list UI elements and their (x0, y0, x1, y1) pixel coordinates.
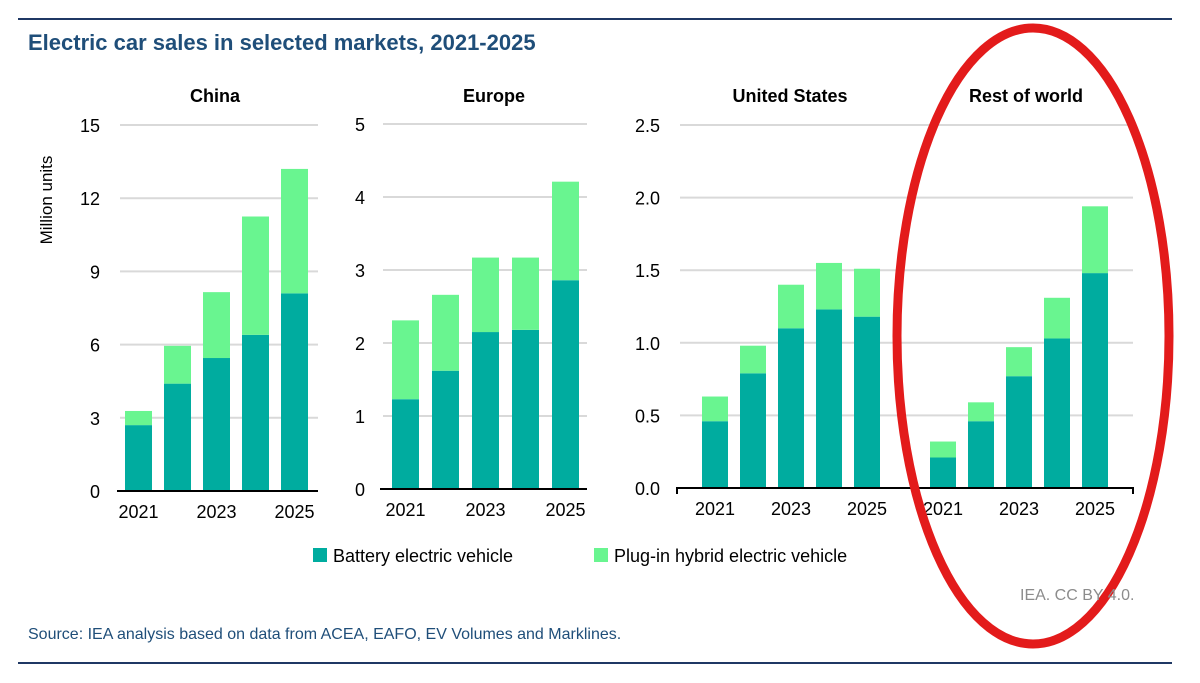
y-tick-label: 0 (355, 480, 365, 500)
bev-bar (552, 280, 579, 489)
phev-bar (203, 292, 230, 359)
legend-label-bev: Battery electric vehicle (333, 546, 513, 566)
phev-bar (472, 257, 499, 333)
bottom-rule (18, 662, 1172, 664)
phev-bar (702, 396, 728, 422)
y-tick-label: 0.5 (635, 406, 660, 426)
x-tick-label: 2023 (999, 499, 1039, 519)
y-tick-label: 0 (90, 482, 100, 502)
x-tick-label: 2025 (274, 502, 314, 522)
y-tick-label: 2.5 (635, 116, 660, 136)
source-text: Source: IEA analysis based on data from … (28, 626, 622, 643)
bev-bar (968, 421, 994, 488)
phev-bar (778, 284, 804, 329)
bev-bar (930, 457, 956, 488)
phev-bar (125, 410, 152, 426)
bev-bar (242, 334, 269, 491)
phev-bar (512, 257, 539, 330)
x-tick-label: 2025 (847, 499, 887, 519)
y-tick-label: 0.0 (635, 479, 660, 499)
y-tick-label: 3 (90, 409, 100, 429)
panel-title: China (190, 86, 241, 106)
y-tick-label: 2.0 (635, 189, 660, 209)
phev-bar (740, 345, 766, 374)
legend-swatch-phev (594, 548, 608, 562)
phev-bar (164, 345, 191, 384)
bev-bar (392, 399, 419, 489)
x-tick-label: 2023 (771, 499, 811, 519)
legend-label-phev: Plug-in hybrid electric vehicle (614, 546, 847, 566)
phev-bar (968, 402, 994, 422)
phev-bar (1044, 297, 1070, 339)
bev-bar (702, 421, 728, 488)
bev-bar (1044, 338, 1070, 488)
bev-bar (740, 373, 766, 488)
x-tick-label: 2021 (923, 499, 963, 519)
phev-bar (392, 320, 419, 400)
legend-swatch-bev (313, 548, 327, 562)
bev-bar (472, 332, 499, 489)
y-tick-label: 1.0 (635, 334, 660, 354)
chart-title: Electric car sales in selected markets, … (28, 30, 536, 55)
panel-title: United States (732, 86, 847, 106)
x-tick-label: 2021 (118, 502, 158, 522)
panel-title: Rest of world (969, 86, 1083, 106)
bev-bar (432, 370, 459, 489)
bev-bar (854, 316, 880, 488)
phev-bar (930, 441, 956, 458)
bev-bar (512, 329, 539, 489)
panel-title: Europe (463, 86, 525, 106)
y-tick-label: 1 (355, 407, 365, 427)
x-tick-label: 2021 (385, 500, 425, 520)
annotation-ellipse (892, 23, 1174, 649)
phev-bar (816, 262, 842, 310)
bev-bar (125, 425, 152, 491)
y-tick-label: 15 (80, 116, 100, 136)
bev-bar (1006, 376, 1032, 488)
bev-bar (778, 328, 804, 488)
y-tick-label: 4 (355, 188, 365, 208)
x-tick-label: 2021 (695, 499, 735, 519)
y-axis-label: Million units (37, 156, 56, 245)
x-tick-label: 2023 (465, 500, 505, 520)
phev-bar (281, 168, 308, 294)
y-tick-label: 1.5 (635, 261, 660, 281)
bev-bar (1082, 273, 1108, 488)
y-tick-label: 2 (355, 334, 365, 354)
bev-bar (203, 358, 230, 491)
y-tick-label: 12 (80, 189, 100, 209)
phev-bar (242, 216, 269, 335)
phev-bar (552, 181, 579, 281)
x-tick-label: 2025 (545, 500, 585, 520)
phev-bar (432, 294, 459, 371)
top-rule (18, 18, 1172, 20)
credit-text: IEA. CC BY 4.0. (1020, 587, 1135, 604)
phev-bar (854, 268, 880, 317)
y-tick-label: 5 (355, 115, 365, 135)
y-tick-label: 6 (90, 336, 100, 356)
bev-bar (164, 383, 191, 491)
x-tick-label: 2025 (1075, 499, 1115, 519)
y-tick-label: 9 (90, 262, 100, 282)
y-tick-label: 3 (355, 261, 365, 281)
phev-bar (1082, 206, 1108, 274)
bev-bar (281, 293, 308, 491)
x-tick-label: 2023 (196, 502, 236, 522)
phev-bar (1006, 347, 1032, 377)
bev-bar (816, 309, 842, 488)
